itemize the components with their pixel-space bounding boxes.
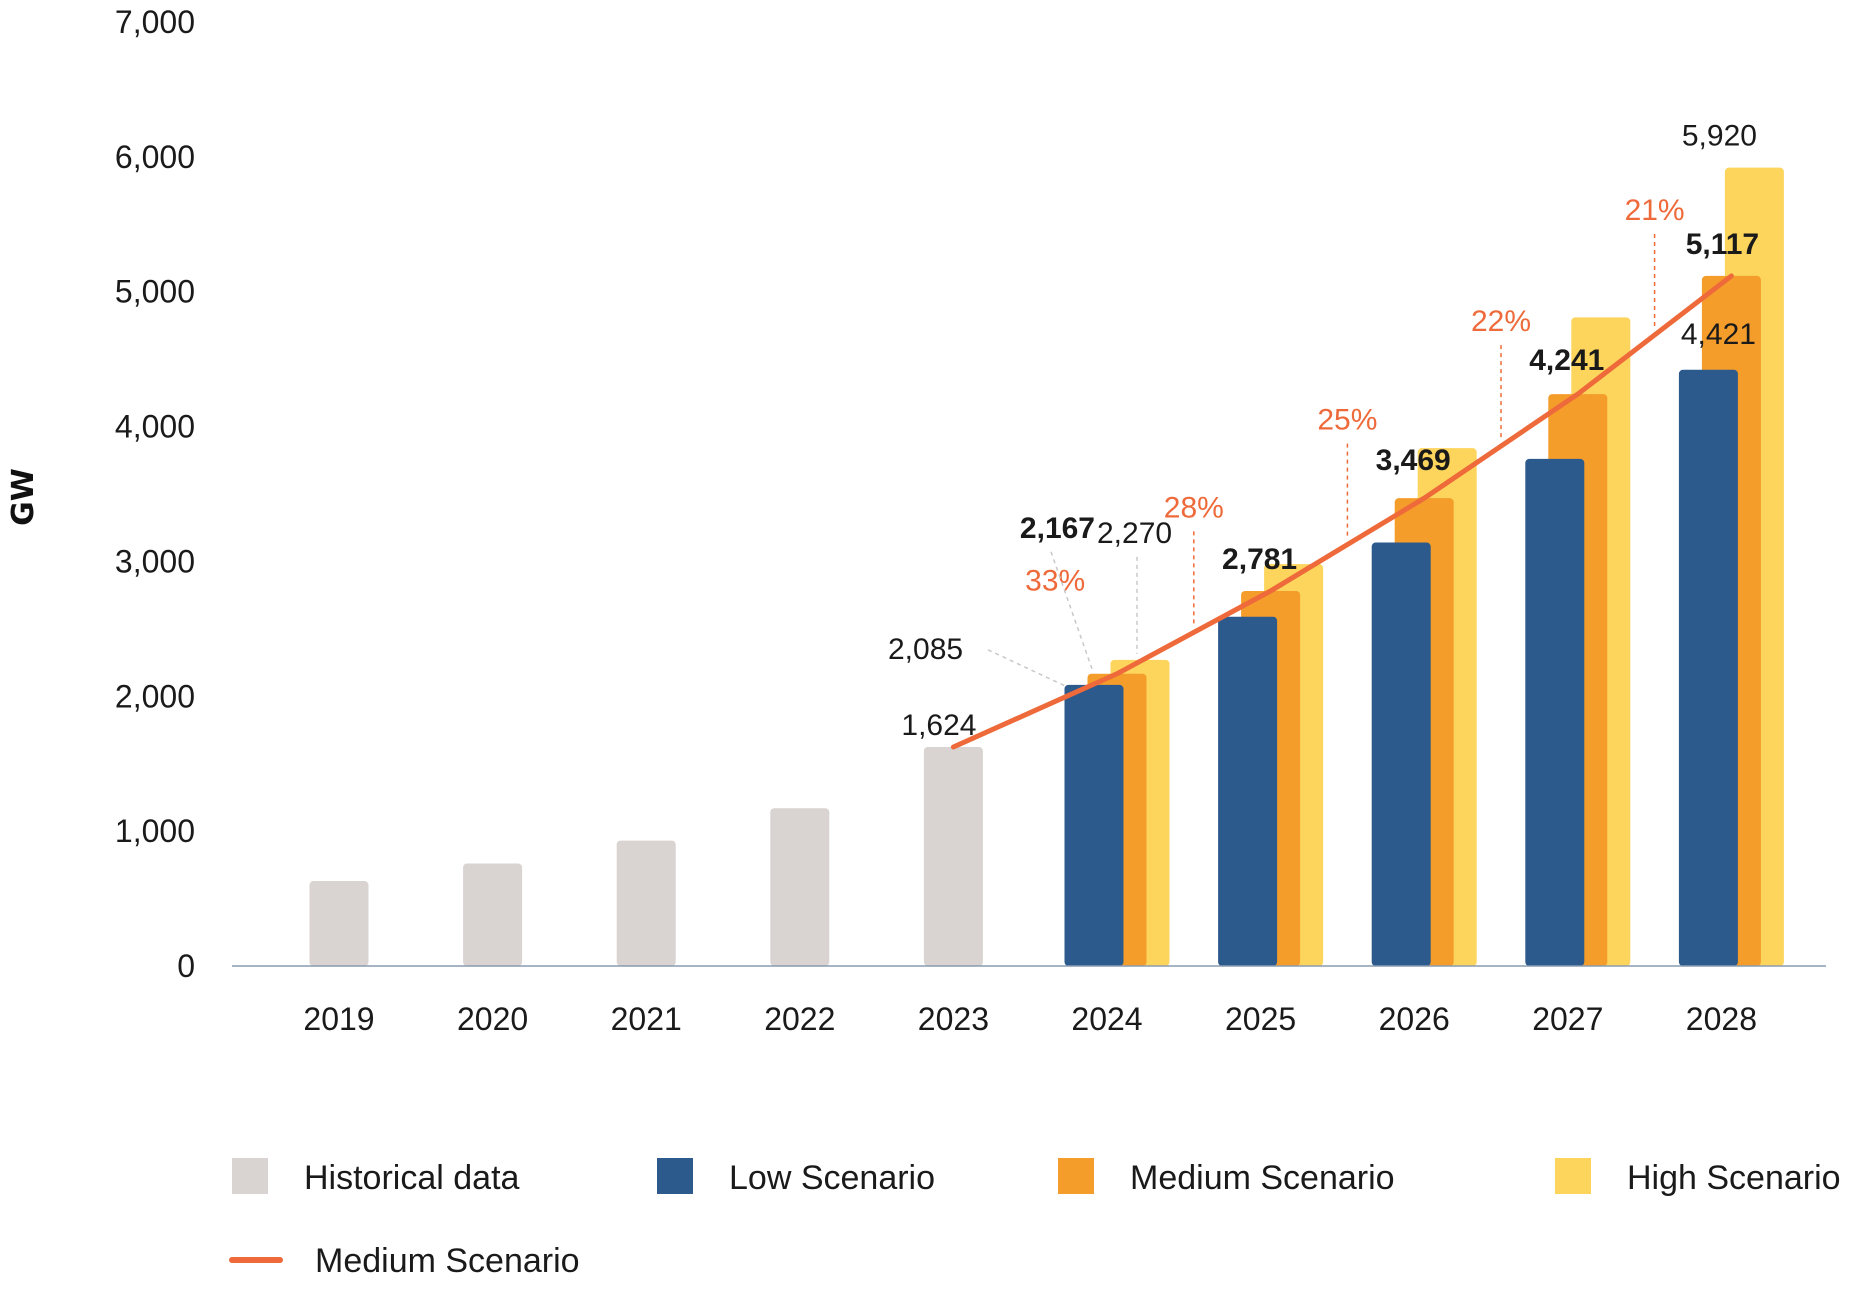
bar-low-scenario-2025 (1218, 616, 1278, 966)
legend-label-line-medium-scenario: Medium Scenario (315, 1242, 580, 1280)
legend-swatch-medium-scenario (1058, 1158, 1094, 1194)
x-tick-label: 2024 (1071, 1001, 1142, 1037)
y-tick-label: 1,000 (115, 813, 195, 849)
data-label-2028-4-421: 4,421 (1681, 318, 1756, 351)
x-tick-label: 2027 (1532, 1001, 1603, 1037)
data-label-2027-4-241: 4,241 (1529, 344, 1604, 377)
y-tick-label: 6,000 (115, 139, 195, 175)
y-tick-label: 7,000 (115, 4, 195, 40)
data-label-2024-2-085: 2,085 (888, 633, 963, 666)
leader-line-2167 (1050, 551, 1094, 673)
y-tick-label: 3,000 (115, 543, 195, 579)
data-label-2028-5-920: 5,920 (1682, 120, 1757, 153)
legend-swatch-low-scenario (657, 1158, 693, 1194)
legend-label-high-scenario: High Scenario (1627, 1159, 1841, 1197)
growth-label-2026: 25% (1317, 404, 1377, 437)
y-tick-label: 2,000 (115, 678, 195, 714)
legend-swatch-high-scenario (1555, 1158, 1591, 1194)
x-tick-label: 2019 (303, 1001, 374, 1037)
growth-label-2024: 33% (1025, 564, 1085, 597)
bar-historical-data-2020 (463, 863, 523, 966)
legend-label-low-scenario: Low Scenario (729, 1159, 935, 1197)
legend-swatch-historical-data (232, 1158, 268, 1194)
data-label-2023-1-624: 1,624 (901, 709, 976, 742)
x-tick-label: 2020 (457, 1001, 528, 1037)
bar-low-scenario-2028 (1678, 369, 1738, 966)
bar-historical-data-2021 (616, 840, 676, 966)
medium-scenario-trend-line (950, 273, 1734, 750)
legend-label-historical-data: Historical data (304, 1159, 520, 1197)
bar-historical-data-2019 (309, 881, 369, 966)
leader-line-2085 (987, 649, 1068, 688)
bar-low-scenario-2024 (1064, 684, 1124, 966)
bar-historical-data-2022 (770, 808, 830, 966)
bar-historical-data-2023 (923, 746, 983, 966)
bar-low-scenario-2027 (1525, 458, 1585, 966)
y-tick-label: 5,000 (115, 274, 195, 310)
x-tick-label: 2028 (1686, 1001, 1757, 1037)
data-label-2025-2-781: 2,781 (1222, 543, 1297, 576)
growth-label-2028: 21% (1625, 194, 1685, 227)
y-tick-label: 4,000 (115, 409, 195, 445)
x-tick-label: 2025 (1225, 1001, 1296, 1037)
y-axis-title: GW (6, 468, 41, 526)
data-label-2026-3-469: 3,469 (1376, 444, 1451, 477)
legend-label-medium-scenario: Medium Scenario (1130, 1159, 1395, 1197)
data-label-2024-2-167: 2,167 (1020, 512, 1095, 545)
x-tick-label: 2022 (764, 1001, 835, 1037)
x-tick-label: 2023 (918, 1001, 989, 1037)
data-label-2024-2-270: 2,270 (1097, 517, 1172, 550)
x-tick-label: 2026 (1379, 1001, 1450, 1037)
y-tick-label: 0 (177, 948, 195, 984)
data-label-2028-5-117: 5,117 (1686, 228, 1759, 261)
x-tick-label: 2021 (611, 1001, 682, 1037)
growth-label-2025: 28% (1164, 491, 1224, 524)
bar-low-scenario-2026 (1371, 542, 1431, 966)
growth-label-2027: 22% (1471, 305, 1531, 338)
